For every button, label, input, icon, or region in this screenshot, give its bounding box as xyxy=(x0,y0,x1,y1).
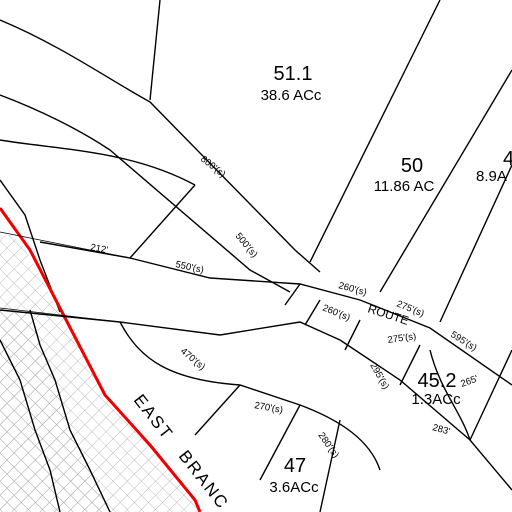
dimension: 275'(s) xyxy=(387,331,417,346)
parcel-id: 45.2 xyxy=(418,370,457,392)
parcel-line xyxy=(129,184,196,259)
parcel-line xyxy=(439,164,512,323)
parcel-id: 51.1 xyxy=(274,63,313,85)
parcel-line xyxy=(429,349,471,441)
hatched-area xyxy=(0,308,110,512)
river-bank xyxy=(0,339,61,512)
parcel-line xyxy=(309,0,441,263)
dimension: 283' xyxy=(431,422,451,437)
boundary-line xyxy=(0,207,202,512)
parcel-id: 4 xyxy=(503,148,512,170)
parcel-line xyxy=(194,384,341,512)
parcel-area: 3.6ACc xyxy=(269,479,319,496)
road-edge xyxy=(0,94,291,293)
parcel-line xyxy=(149,0,161,101)
road-edge xyxy=(0,19,321,273)
parcel-id: 47 xyxy=(284,455,306,477)
parcel-area: 8.9A xyxy=(476,168,507,185)
parcel-area: 38.6 ACc xyxy=(261,87,322,104)
parcel-line xyxy=(469,349,512,441)
parcel-line xyxy=(0,139,196,186)
parcel-line xyxy=(284,283,421,386)
dimension: 270'(s) xyxy=(253,400,283,416)
river-bank xyxy=(29,309,111,512)
dimension: 212' xyxy=(89,242,108,256)
parcel-id: 50 xyxy=(401,155,423,177)
road-edge xyxy=(0,309,512,491)
parcel-line xyxy=(379,69,512,293)
parcel-area: 11.86 AC xyxy=(374,178,435,195)
parcel-area: 1.3ACc xyxy=(411,391,461,408)
